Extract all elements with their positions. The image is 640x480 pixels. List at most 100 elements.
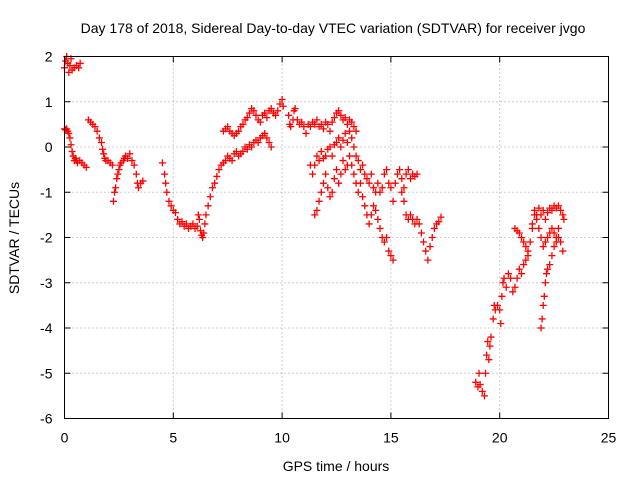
data-point	[376, 224, 384, 232]
data-point	[206, 193, 214, 201]
data-point	[76, 59, 84, 67]
data-point	[322, 152, 330, 160]
data-point	[254, 138, 262, 146]
data-point	[213, 172, 221, 180]
data-point	[489, 315, 497, 323]
data-point	[330, 175, 338, 183]
data-point	[557, 206, 565, 214]
data-point	[211, 179, 219, 187]
data-point	[309, 170, 317, 178]
data-point	[341, 129, 349, 137]
series-seg-j	[389, 166, 445, 264]
series-seg-g	[285, 105, 360, 137]
data-point	[383, 234, 391, 241]
data-point	[541, 238, 549, 246]
x-tick-labels: 0 5 10 15 20 25	[61, 430, 617, 446]
series-seg-h	[306, 127, 395, 196]
data-point	[245, 109, 253, 117]
y-tick-labels: -6 -5 -4 -3 -2 -1 0 1 2	[40, 49, 53, 427]
data-point	[378, 184, 386, 192]
data-point	[222, 157, 230, 165]
data-point	[124, 154, 132, 162]
data-point	[167, 202, 175, 210]
data-point	[354, 188, 362, 196]
data-point	[322, 170, 330, 178]
data-point	[559, 247, 567, 255]
data-point	[507, 274, 515, 282]
data-point	[475, 369, 483, 377]
data-point	[524, 247, 532, 255]
data-point	[554, 224, 562, 232]
data-point	[476, 381, 484, 389]
data-point	[313, 116, 321, 124]
data-point	[126, 150, 134, 158]
data-point	[335, 179, 343, 187]
data-point	[315, 157, 323, 165]
data-point	[515, 229, 523, 237]
data-point	[113, 175, 121, 183]
data-point	[350, 123, 358, 131]
data-point	[130, 161, 138, 169]
data-point	[112, 184, 120, 192]
data-point	[369, 202, 377, 210]
data-point	[484, 338, 492, 346]
data-point	[367, 170, 375, 178]
data-point	[174, 215, 182, 223]
series-seg-d	[109, 150, 147, 205]
data-point	[328, 152, 336, 160]
series-seg-e	[158, 129, 275, 241]
data-point	[248, 143, 256, 151]
data-point	[298, 118, 306, 126]
data-point	[402, 170, 410, 178]
data-point	[267, 105, 275, 113]
data-point	[346, 127, 354, 135]
data-point	[337, 170, 345, 178]
data-point	[387, 184, 395, 192]
data-point	[482, 369, 490, 377]
data-point	[315, 197, 323, 205]
data-point	[204, 202, 212, 210]
data-point	[243, 114, 251, 122]
data-point	[380, 170, 388, 178]
data-point	[359, 193, 367, 201]
y-tick-label: -6	[40, 411, 53, 427]
data-point	[528, 220, 536, 228]
data-point	[363, 175, 371, 183]
data-point	[535, 224, 543, 232]
data-point	[367, 211, 375, 219]
data-point	[313, 152, 321, 160]
y-tick-label: -3	[40, 275, 53, 291]
data-point	[483, 351, 491, 359]
series-seg-b	[61, 125, 90, 171]
data-point	[389, 197, 397, 205]
chart-title: Day 178 of 2018, Sidereal Day-to-day VTE…	[81, 20, 586, 36]
data-point	[398, 175, 406, 183]
data-point	[319, 125, 327, 133]
data-point	[393, 170, 401, 178]
data-point	[400, 184, 408, 192]
data-point	[422, 247, 430, 255]
data-point	[199, 234, 207, 241]
data-point	[243, 145, 251, 153]
data-point	[522, 243, 530, 251]
data-point	[352, 152, 360, 160]
data-point	[339, 157, 347, 165]
data-point	[239, 148, 247, 156]
data-point	[306, 123, 314, 131]
data-points	[61, 53, 568, 400]
data-point	[361, 202, 369, 210]
data-point	[552, 238, 560, 246]
data-point	[400, 197, 408, 205]
data-point	[343, 138, 351, 146]
data-point	[75, 64, 83, 72]
data-point	[158, 159, 166, 167]
data-point	[287, 123, 295, 131]
data-point	[535, 204, 543, 212]
data-point	[404, 166, 412, 174]
series-seg-l	[511, 211, 567, 255]
data-point	[496, 306, 504, 314]
data-point	[291, 105, 299, 113]
x-tick-label: 0	[61, 430, 69, 446]
data-point	[413, 170, 421, 178]
